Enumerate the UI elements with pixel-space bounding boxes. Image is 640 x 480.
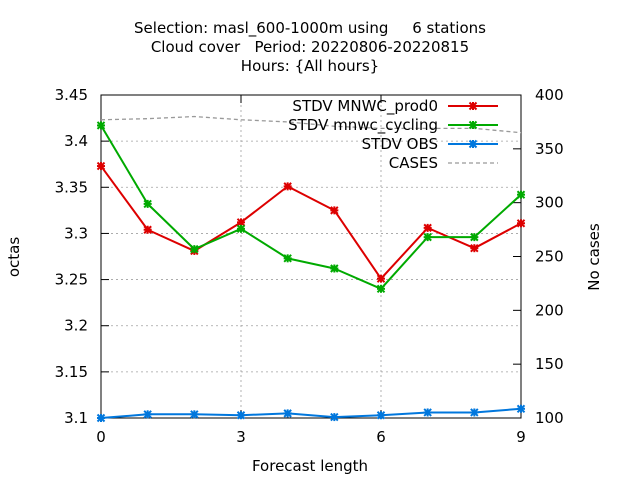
x-axis-label: Forecast length [252, 457, 368, 475]
data-point-stdv-mnwc-cycling [376, 284, 386, 294]
data-point-stdv-mnwc-prod0 [283, 182, 292, 191]
y-tick-label: 3.1 [64, 409, 88, 427]
data-point-stdv-obs [143, 410, 152, 419]
data-point-stdv-mnwc-prod0 [96, 161, 106, 171]
series-line-stdv-mnwc-prod0 [100, 165, 522, 280]
legend-marker-stdv-mnwc-prod0 [468, 101, 478, 111]
data-point-stdv-mnwc-cycling [423, 232, 432, 242]
data-point-stdv-obs [470, 408, 479, 417]
data-point-stdv-mnwc-cycling [283, 254, 292, 263]
data-point-stdv-mnwc-prod0 [236, 218, 246, 227]
y2-tick-label: 300 [535, 194, 564, 212]
data-point-stdv-mnwc-prod0 [376, 274, 386, 283]
y2-tick-label: 350 [535, 140, 564, 158]
data-point-stdv-obs [236, 411, 246, 420]
series-line-stdv-mnwc-cycling [100, 124, 522, 290]
data-point-stdv-obs [190, 410, 199, 419]
legend-label-cases: CASES [389, 154, 438, 172]
y-tick-label: 3.45 [55, 86, 88, 104]
data-point-stdv-obs [96, 413, 106, 423]
y2-tick-label: 100 [535, 409, 564, 427]
data-point-stdv-mnwc-cycling [516, 190, 526, 199]
y2-tick-label: 250 [535, 248, 564, 266]
grid [101, 95, 521, 418]
title-line-1: Cloud cover Period: 20220806-20220815 [151, 38, 469, 56]
title-line-0: Selection: masl_600-1000m using 6 statio… [134, 19, 486, 38]
legend-marker-stdv-obs [468, 139, 478, 149]
data-point-stdv-obs [516, 404, 526, 413]
y-tick-label: 3.15 [55, 363, 88, 381]
y2-tick-label: 200 [535, 301, 564, 319]
data-point-stdv-mnwc-cycling [190, 244, 199, 254]
series-line-stdv-obs [100, 407, 522, 419]
data-point-stdv-obs [423, 408, 432, 417]
data-point-stdv-mnwc-cycling [330, 264, 339, 273]
data-point-stdv-mnwc-cycling [470, 232, 479, 242]
y2-axis-label: No cases [585, 223, 603, 291]
y2-axis-ticks: 100 150 200 250 300 350 400 [513, 86, 564, 427]
y-axis-ticks: 3.1 3.15 3.2 3.25 3.3 3.35 3.4 3.45 [55, 86, 109, 427]
legend-label-stdv-mnwc-prod0: STDV MNWC_prod0 [292, 97, 438, 116]
data-point-stdv-mnwc-prod0 [143, 225, 152, 234]
data-point-stdv-mnwc-cycling [143, 199, 152, 209]
data-point-stdv-obs [330, 412, 339, 422]
x-tick-label: 9 [516, 428, 526, 446]
x-tick-label: 3 [236, 428, 246, 446]
y2-tick-label: 400 [535, 86, 564, 104]
series-line-cases [100, 115, 522, 134]
chart-title: Selection: masl_600-1000m using 6 statio… [134, 19, 486, 75]
x-tick-label: 0 [96, 428, 106, 446]
y-tick-label: 3.2 [64, 317, 88, 335]
data-point-stdv-mnwc-prod0 [470, 243, 479, 253]
y-tick-label: 3.3 [64, 224, 88, 242]
series [96, 115, 526, 423]
legend-label-stdv-mnwc-cycling: STDV mnwc_cycling [288, 116, 438, 135]
data-point-stdv-mnwc-prod0 [423, 223, 432, 233]
legend-marker-stdv-mnwc-cycling [468, 120, 478, 130]
legend-label-stdv-obs: STDV OBS [362, 135, 438, 153]
data-point-stdv-mnwc-prod0 [516, 219, 526, 228]
data-point-stdv-mnwc-cycling [236, 224, 246, 234]
y-tick-label: 3.4 [64, 132, 88, 150]
y-tick-label: 3.25 [55, 271, 88, 289]
data-point-stdv-mnwc-prod0 [330, 206, 339, 215]
data-point-stdv-obs [283, 409, 292, 418]
data-point-stdv-obs [376, 411, 386, 420]
data-point-stdv-mnwc-cycling [96, 121, 106, 130]
x-axis-ticks: 0 3 6 9 [96, 95, 526, 446]
x-tick-label: 6 [376, 428, 386, 446]
title-line-2: Hours: {All hours} [241, 57, 379, 75]
y2-tick-label: 150 [535, 355, 564, 373]
y-axis-label: octas [5, 237, 23, 277]
y-tick-label: 3.35 [55, 178, 88, 196]
